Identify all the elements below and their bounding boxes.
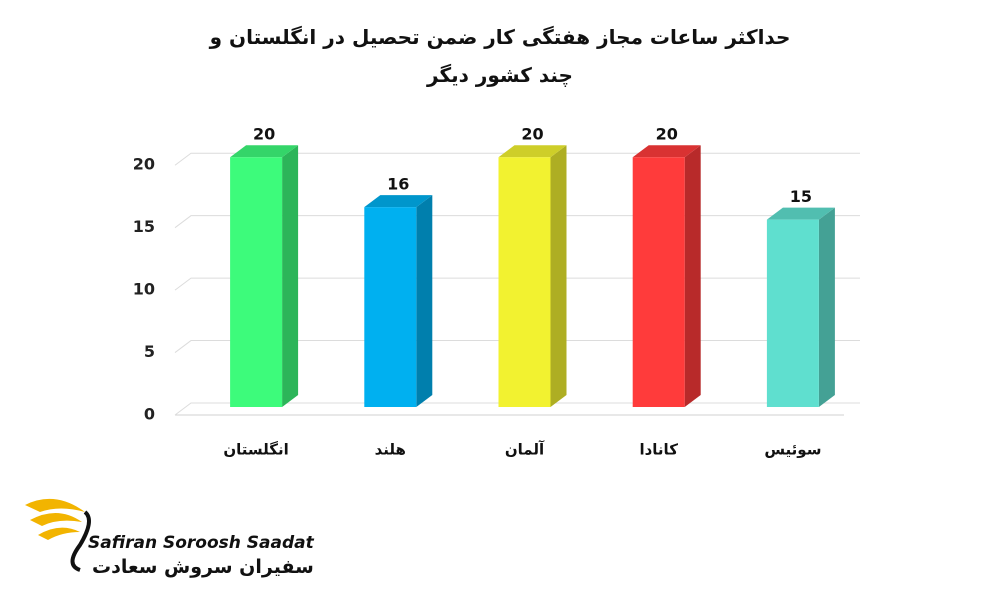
x-tick-label: آلمان: [505, 441, 545, 459]
bar-front: [498, 157, 551, 407]
chart-title: حداکثر ساعات مجاز هفتگی کار ضمن تحصیل در…: [209, 25, 791, 87]
bar-side: [818, 207, 835, 407]
bar: [766, 207, 835, 407]
bar-top: [766, 207, 835, 220]
bar-side: [550, 145, 567, 407]
bar-side: [416, 195, 433, 407]
bar-side: [684, 145, 701, 407]
bar-front: [364, 207, 417, 407]
bar-front: [632, 157, 685, 407]
y-tick-label: 5: [144, 342, 155, 361]
y-tick-label: 20: [133, 155, 155, 174]
bar-front: [766, 219, 819, 407]
value-label: 20: [521, 125, 543, 144]
brand-name-fa: سفیران سروش سعادت: [92, 556, 314, 578]
bar: [230, 145, 299, 407]
bar: [364, 195, 433, 407]
y-tick-label: 10: [133, 280, 155, 299]
bar: [498, 145, 567, 407]
x-tick-label: انگلستان: [223, 441, 288, 459]
value-label: 20: [656, 125, 678, 144]
bar-side: [282, 145, 299, 407]
bar-top: [632, 145, 701, 158]
grid-line: [174, 152, 860, 166]
brand-name: Safiran Soroosh Saadat: [88, 533, 314, 553]
bar-top: [230, 145, 299, 158]
y-tick-label: 0: [144, 405, 155, 424]
x-tick-label: سوئیس: [764, 441, 821, 459]
bar-front: [230, 157, 283, 407]
x-tick-label: کانادا: [639, 441, 678, 459]
bar: [632, 145, 701, 407]
bar-top: [498, 145, 567, 158]
value-label: 15: [790, 187, 812, 206]
x-tick-label: هلند: [375, 441, 406, 459]
logo-icon: [25, 498, 91, 572]
y-tick-label: 15: [133, 217, 155, 236]
bar-top: [364, 195, 433, 208]
value-label: 20: [253, 125, 275, 144]
value-label: 16: [387, 175, 409, 194]
